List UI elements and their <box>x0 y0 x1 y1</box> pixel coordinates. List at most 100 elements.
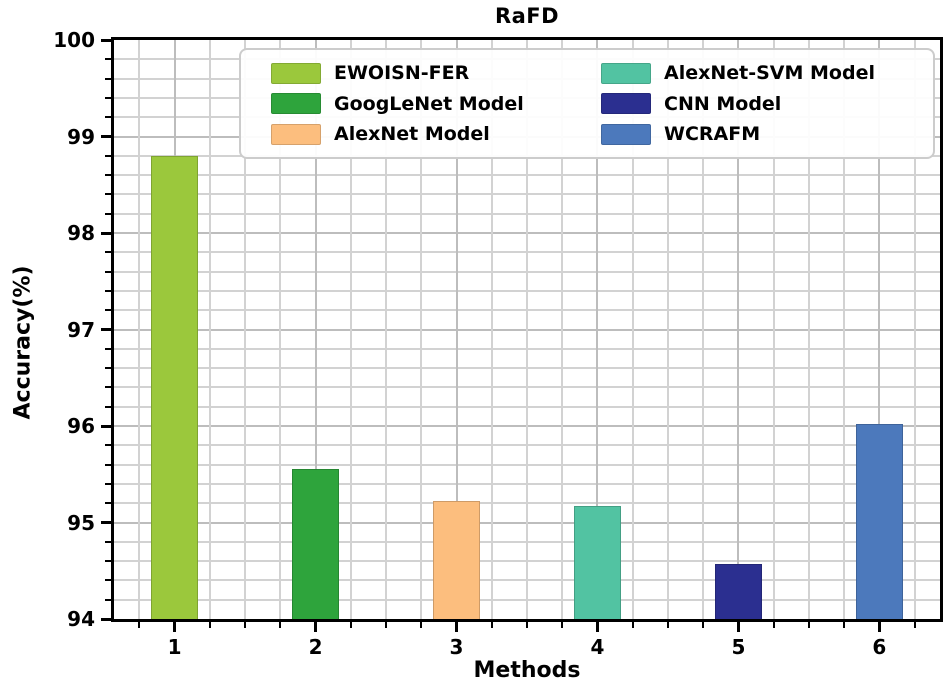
y-tick-label: 100 <box>53 28 95 52</box>
x-major-tick <box>173 622 177 632</box>
x-gridline-minor <box>702 40 705 619</box>
x-gridline-minor <box>349 40 352 619</box>
x-gridline-minor <box>526 40 528 619</box>
x-tick-label: 5 <box>731 635 746 659</box>
x-major-tick <box>595 622 599 632</box>
x-gridline-minor <box>138 40 141 619</box>
y-minor-tick <box>105 579 111 582</box>
x-gridline-minor <box>772 40 775 619</box>
y-minor-tick <box>105 367 111 370</box>
x-tick-label: 2 <box>308 635 323 659</box>
y-minor-tick <box>105 502 111 505</box>
x-minor-tick <box>913 622 916 628</box>
y-minor-tick <box>105 174 111 177</box>
x-minor-tick <box>561 622 564 628</box>
y-minor-tick <box>105 212 111 215</box>
y-major-tick <box>101 424 111 428</box>
y-minor-tick <box>105 193 111 196</box>
legend-label: CNN Model <box>664 92 782 115</box>
x-gridline-minor <box>631 40 634 619</box>
y-minor-tick <box>105 270 111 273</box>
x-gridline-major <box>596 40 599 619</box>
bar-method-5 <box>715 564 762 619</box>
y-minor-tick <box>105 560 111 563</box>
legend-item-alexnet-svm-model: AlexNet-SVM Model <box>601 59 927 87</box>
y-minor-tick <box>105 154 111 157</box>
y-minor-tick <box>105 251 111 254</box>
x-gridline-major <box>455 40 458 619</box>
legend-label: GoogLeNet Model <box>334 92 524 115</box>
x-tick-label: 4 <box>590 635 605 659</box>
legend: EWOISN-FER GoogLeNet Model AlexNet Model Al… <box>239 48 935 159</box>
x-minor-tick <box>279 622 282 628</box>
y-minor-tick <box>105 309 111 312</box>
x-gridline-minor <box>244 40 247 619</box>
y-major-tick <box>101 231 111 235</box>
bar-method-3 <box>433 501 480 619</box>
y-minor-tick <box>105 96 111 99</box>
y-minor-tick <box>105 444 111 447</box>
y-major-tick <box>101 135 111 138</box>
x-major-tick <box>314 622 318 632</box>
legend-swatch-icon <box>601 93 651 114</box>
y-minor-tick <box>105 116 111 119</box>
y-minor-tick <box>105 598 111 601</box>
x-gridline-minor <box>561 40 564 619</box>
x-minor-tick <box>490 622 493 628</box>
bar-method-1 <box>151 155 198 619</box>
legend-swatch-icon <box>601 123 651 145</box>
legend-item-ewoisn-fer: EWOISN-FER <box>271 59 601 87</box>
legend-label: AlexNet-SVM Model <box>664 62 875 84</box>
legend-label: AlexNet Model <box>334 123 490 145</box>
x-minor-tick <box>772 622 775 628</box>
x-gridline-minor <box>490 40 493 619</box>
x-gridline-major <box>314 40 317 619</box>
x-gridline-minor <box>913 40 916 619</box>
x-minor-tick <box>843 622 846 628</box>
y-minor-tick <box>105 463 111 466</box>
bar-method-6 <box>856 424 903 619</box>
y-minor-tick <box>105 58 111 61</box>
x-tick-label: 3 <box>449 635 464 659</box>
legend-label: WCRAFM <box>664 123 761 145</box>
x-major-tick <box>455 622 459 632</box>
legend-item-alexnet-model: AlexNet Model <box>271 120 601 148</box>
x-tick-label: 1 <box>167 635 182 659</box>
y-minor-tick <box>105 289 111 292</box>
x-minor-tick <box>244 622 247 628</box>
x-minor-tick <box>631 622 634 628</box>
x-gridline-minor <box>279 40 282 619</box>
legend-item-googlenet-model: GoogLeNet Model <box>271 90 601 118</box>
x-minor-tick <box>666 622 669 628</box>
x-gridline-minor <box>666 40 669 619</box>
chart-title: RaFD <box>494 4 560 28</box>
x-gridline-minor <box>420 40 423 619</box>
x-major-tick <box>877 622 881 632</box>
legend-label: EWOISN-FER <box>334 62 470 84</box>
y-major-tick <box>101 521 111 524</box>
y-major-tick <box>101 617 111 621</box>
x-gridline-minor <box>208 40 211 619</box>
y-major-tick <box>101 328 111 331</box>
y-minor-tick <box>105 77 111 80</box>
legend-item-wcrafm: WCRAFM <box>601 120 927 148</box>
bar-method-2 <box>292 469 339 619</box>
y-minor-tick <box>105 405 111 408</box>
y-tick-label: 99 <box>67 124 95 149</box>
x-gridline-minor <box>385 40 388 619</box>
y-tick-label: 96 <box>67 414 95 438</box>
y-tick-label: 94 <box>67 607 95 631</box>
y-tick-label: 98 <box>67 221 95 245</box>
y-minor-tick <box>105 482 111 485</box>
x-minor-tick <box>526 622 528 628</box>
x-minor-tick <box>702 622 705 628</box>
bar-method-4 <box>574 506 621 619</box>
legend-swatch-icon <box>271 123 321 145</box>
x-minor-tick <box>420 622 423 628</box>
x-gridline-minor <box>843 40 846 619</box>
x-major-tick <box>736 622 740 632</box>
y-major-tick <box>101 38 111 42</box>
y-axis-title: Accuracy(%) <box>10 265 36 420</box>
y-minor-tick <box>105 386 111 389</box>
